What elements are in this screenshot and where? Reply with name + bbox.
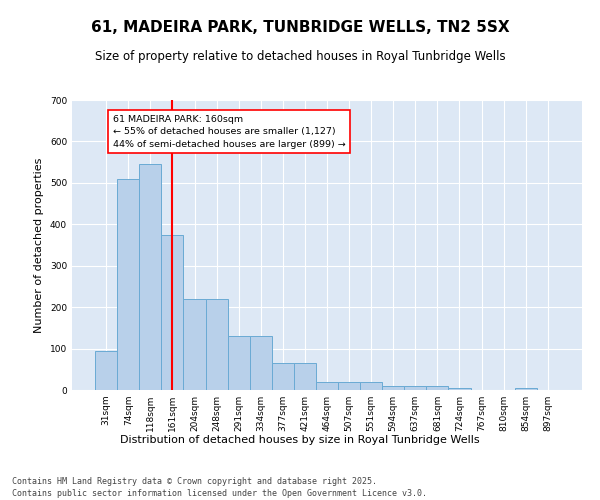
Bar	[515, 388, 537, 390]
Bar	[427, 386, 448, 390]
Bar	[184, 299, 206, 390]
Bar	[382, 386, 404, 390]
Y-axis label: Number of detached properties: Number of detached properties	[34, 158, 44, 332]
Bar	[227, 336, 250, 390]
Text: 61, MADEIRA PARK, TUNBRIDGE WELLS, TN2 5SX: 61, MADEIRA PARK, TUNBRIDGE WELLS, TN2 5…	[91, 20, 509, 35]
Bar	[161, 234, 184, 390]
Bar	[316, 382, 338, 390]
Bar	[272, 363, 294, 390]
Bar	[95, 350, 117, 390]
Bar	[404, 386, 427, 390]
Text: Size of property relative to detached houses in Royal Tunbridge Wells: Size of property relative to detached ho…	[95, 50, 505, 63]
Bar	[448, 388, 470, 390]
Bar	[294, 363, 316, 390]
Bar	[338, 382, 360, 390]
Text: Contains HM Land Registry data © Crown copyright and database right 2025.
Contai: Contains HM Land Registry data © Crown c…	[12, 476, 427, 498]
Bar	[206, 299, 227, 390]
Bar	[139, 164, 161, 390]
Bar	[117, 178, 139, 390]
Text: 61 MADEIRA PARK: 160sqm
← 55% of detached houses are smaller (1,127)
44% of semi: 61 MADEIRA PARK: 160sqm ← 55% of detache…	[113, 114, 346, 148]
Bar	[360, 382, 382, 390]
Bar	[250, 336, 272, 390]
Text: Distribution of detached houses by size in Royal Tunbridge Wells: Distribution of detached houses by size …	[120, 435, 480, 445]
